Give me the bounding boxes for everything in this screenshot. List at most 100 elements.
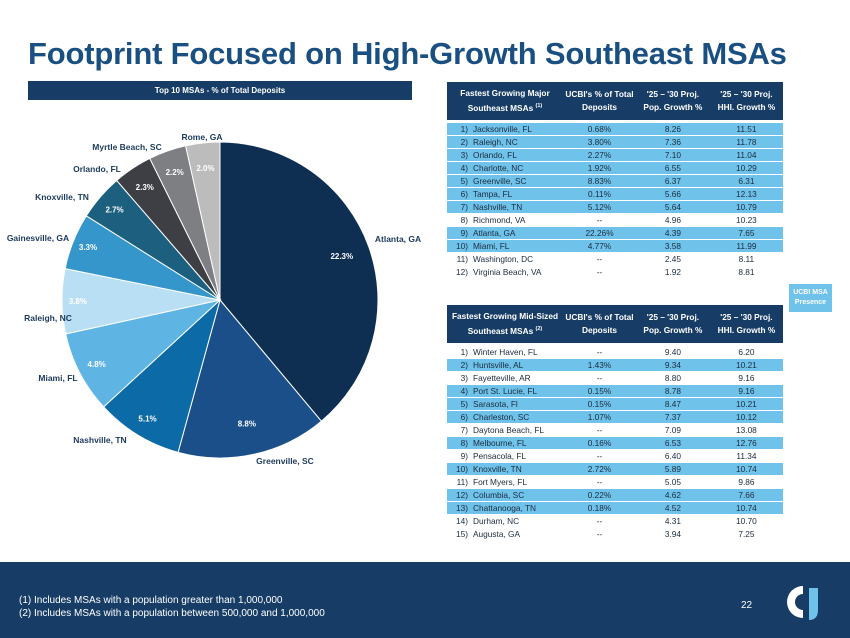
msa-cell: 10) Knoxville, TN	[447, 462, 563, 477]
table-spacer	[447, 342, 783, 347]
msa-cell: 11) Fort Myers, FL	[447, 475, 563, 490]
pie-data-label: 22.3%	[330, 252, 353, 261]
deposits-cell: --	[563, 423, 637, 438]
header-deposits: UCBI's % of Total Deposits	[563, 305, 637, 343]
major-msa-header-row: Fastest Growing Major Southeast MSAs (1)…	[447, 82, 783, 120]
msa-name: Miami, FL	[473, 241, 510, 252]
pop-growth-cell: 8.80	[636, 371, 710, 386]
table-row: 10) Miami, FL 4.77% 3.58 11.99	[447, 239, 783, 254]
msa-name: Greenville, SC	[473, 176, 527, 187]
footnote-2: (2) Includes MSAs with a population betw…	[19, 608, 325, 619]
row-index: 2)	[460, 137, 468, 148]
page-number: 22	[741, 600, 753, 611]
hhi-growth-cell: 7.66	[709, 488, 783, 503]
deposits-cell: 3.80%	[563, 135, 637, 150]
table-row: 2) Raleigh, NC 3.80% 7.36 11.78	[447, 135, 783, 150]
table-row: 4) Port St. Lucie, FL 0.15% 8.78 9.16	[447, 384, 783, 399]
row-index: 3)	[460, 150, 468, 161]
deposits-cell: 1.43%	[563, 358, 637, 373]
major-msa-table: Fastest Growing Major Southeast MSAs (1)…	[447, 82, 783, 280]
hhi-growth-cell: 8.81	[709, 265, 783, 280]
row-index: 9)	[460, 228, 468, 239]
pie-slice	[102, 298, 221, 453]
header-hhi-growth: '25 – '30 Proj. HHI. Growth %	[709, 82, 783, 120]
pie-data-label: 2.3%	[136, 183, 154, 192]
pop-growth-cell: 4.96	[636, 213, 710, 228]
row-index: 12)	[456, 490, 468, 501]
deposits-cell: --	[563, 252, 637, 267]
pop-growth-cell: 8.26	[636, 122, 710, 137]
msa-cell: 9) Atlanta, GA	[447, 226, 563, 241]
msa-cell: 13) Chattanooga, TN	[447, 501, 563, 516]
deposits-cell: 0.16%	[563, 436, 637, 451]
row-index: 7)	[460, 202, 468, 213]
pop-growth-cell: 4.62	[636, 488, 710, 503]
pop-growth-cell: 7.36	[636, 135, 710, 150]
row-index: 4)	[460, 163, 468, 174]
major-msa-rows: 1) Jacksonville, FL 0.68% 8.26 11.51 2) Raleig…	[447, 119, 783, 280]
header-msa: Fastest Growing Mid-Sized Southeast MSAs…	[447, 305, 563, 343]
msa-name: Port St. Lucie, FL	[473, 386, 538, 397]
deposits-cell: 2.27%	[563, 148, 637, 163]
pie-data-label: 4.8%	[88, 360, 106, 369]
chart-title: Top 10 MSAs - % of Total Deposits	[28, 81, 412, 100]
pop-growth-cell: 7.37	[636, 410, 710, 425]
hhi-growth-cell: 10.70	[709, 514, 783, 529]
msa-cell: 3) Orlando, FL	[447, 148, 563, 163]
deposits-cell: --	[563, 449, 637, 464]
hhi-growth-cell: 11.51	[709, 122, 783, 137]
table-row: 8) Melbourne, FL 0.16% 6.53 12.76	[447, 436, 783, 451]
pop-growth-cell: 5.05	[636, 475, 710, 490]
row-index: 5)	[460, 399, 468, 410]
hhi-growth-cell: 9.16	[709, 384, 783, 399]
pie-data-label: 2.2%	[166, 168, 184, 177]
header-hhi-growth: '25 – '30 Proj. HHI. Growth %	[709, 305, 783, 343]
pie-data-label: 5.1%	[138, 415, 156, 424]
table-row: 13) Chattanooga, TN 0.18% 4.52 10.74	[447, 501, 783, 516]
msa-cell: 1) Jacksonville, FL	[447, 122, 563, 137]
deposits-cell: --	[563, 514, 637, 529]
table-row: 7) Nashville, TN 5.12% 5.64 10.79	[447, 200, 783, 215]
msa-name: Virginia Beach, VA	[473, 267, 542, 278]
msa-cell: 12) Virginia Beach, VA	[447, 265, 563, 280]
msa-cell: 3) Fayetteville, AR	[447, 371, 563, 386]
msa-cell: 15) Augusta, GA	[447, 527, 563, 542]
deposits-cell: --	[563, 371, 637, 386]
hhi-growth-cell: 10.21	[709, 358, 783, 373]
pie-data-label: 3.3%	[79, 243, 97, 252]
msa-name: Knoxville, TN	[473, 464, 522, 475]
deposits-cell: 0.18%	[563, 501, 637, 516]
table-row: 5) Sarasota, Fl 0.15% 8.47 10.21	[447, 397, 783, 412]
hhi-growth-cell: 7.65	[709, 226, 783, 241]
pie-category-label: Atlanta, GA	[375, 234, 421, 244]
msa-name: Jacksonville, FL	[473, 124, 533, 135]
row-index: 13)	[456, 503, 468, 514]
pie-category-label: Rome, GA	[181, 132, 222, 142]
hhi-growth-cell: 7.25	[709, 527, 783, 542]
pop-growth-cell: 5.89	[636, 462, 710, 477]
pie-data-label: 8.8%	[238, 420, 256, 429]
table-row: 1) Jacksonville, FL 0.68% 8.26 11.51	[447, 122, 783, 137]
msa-name: Washington, DC	[473, 254, 534, 265]
table-spacer	[447, 119, 783, 124]
msa-name: Columbia, SC	[473, 490, 525, 501]
deposits-cell: 4.77%	[563, 239, 637, 254]
deposits-pie-chart: 22.3% Atlanta, GA 8.8% Greenville, SC 5.1% Na…	[7, 132, 421, 466]
table-row: 10) Knoxville, TN 2.72% 5.89 10.74	[447, 462, 783, 477]
hhi-growth-cell: 13.08	[709, 423, 783, 438]
table-row: 1) Winter Haven, FL -- 9.40 6.20	[447, 345, 783, 360]
page-title: Footprint Focused on High-Growth Southea…	[28, 36, 787, 71]
pop-growth-cell: 7.10	[636, 148, 710, 163]
pie-category-label: Raleigh, NC	[24, 313, 72, 323]
msa-cell: 5) Greenville, SC	[447, 174, 563, 189]
table-row: 9) Pensacola, FL -- 6.40 11.34	[447, 449, 783, 464]
msa-cell: 2) Huntsville, AL	[447, 358, 563, 373]
pie-category-label: Myrtle Beach, SC	[92, 142, 161, 152]
msa-cell: 7) Nashville, TN	[447, 200, 563, 215]
pie-slice	[219, 141, 379, 422]
hhi-growth-cell: 11.78	[709, 135, 783, 150]
table-row: 8) Richmond, VA -- 4.96 10.23	[447, 213, 783, 228]
msa-name: Charlotte, NC	[473, 163, 524, 174]
midsized-msa-table: Fastest Growing Mid-Sized Southeast MSAs…	[447, 305, 783, 542]
row-index: 6)	[460, 189, 468, 200]
